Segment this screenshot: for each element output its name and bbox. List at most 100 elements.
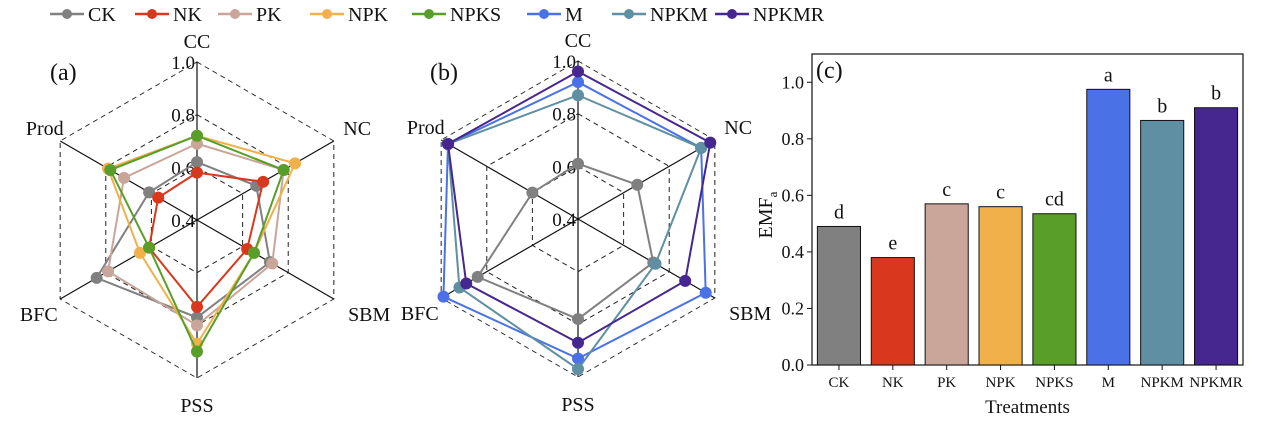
radar-point-NPKMR <box>442 137 455 150</box>
legend-label-PK: PK <box>256 4 282 26</box>
radar-point-CK <box>526 186 539 199</box>
radar-point-NPKM <box>572 89 584 102</box>
legend-label-M: M <box>565 4 583 26</box>
y-tick-label: 0.8 <box>782 129 805 149</box>
bar-NPKMR <box>1194 107 1239 366</box>
radar-point-PK <box>266 257 279 270</box>
radar-tick-label: 0.8 <box>171 106 195 127</box>
radar-point-NPKS <box>191 129 203 142</box>
radar-point-PK <box>102 265 115 278</box>
radar-axis-label-CC: CC <box>184 31 211 53</box>
radar-point-NPKS <box>104 163 117 176</box>
y-axis-label-subscript: a <box>765 191 780 197</box>
radar-point-NPKS <box>191 345 203 358</box>
radar-tick-label: 0.6 <box>552 157 576 178</box>
radar-point-NK <box>152 191 165 204</box>
y-tick-label: 0.0 <box>782 355 805 375</box>
significance-letter: e <box>888 233 897 255</box>
radar-point-CK <box>143 186 156 199</box>
radar-point-CK <box>631 178 644 191</box>
radar-point-NPK <box>289 157 302 170</box>
legend-label-NPKMR: NPKMR <box>753 4 825 26</box>
radar-point-NPKMR <box>572 65 584 78</box>
radar-point-NPKS <box>277 163 290 176</box>
radar-axis-line <box>59 219 198 300</box>
radar-point-NPKMR <box>704 136 717 149</box>
radar-tick-label: 0.4 <box>552 210 576 231</box>
radar-point-NPKM <box>649 257 662 270</box>
radar-point-NPKM <box>572 363 584 376</box>
radar-point-M <box>572 76 584 89</box>
radar-tick-label: 1.0 <box>171 53 195 74</box>
radar-point-M <box>572 352 584 365</box>
bar-CK <box>816 225 861 366</box>
radar-axis-line <box>577 139 716 220</box>
legend-label-NPKS: NPKS <box>450 4 501 26</box>
bar-NPKS <box>1032 213 1077 366</box>
y-tick-label: 1.0 <box>782 72 805 92</box>
y-tick-label: 0.4 <box>782 242 805 262</box>
panel-label: (b) <box>430 60 458 86</box>
bar-chart-c: 0.0 0.2 0.4 0.6 0.8 1.0 d CK e NK c PK c NPK cd NPKS a Mb… <box>755 53 1244 418</box>
radar-point-NK <box>257 175 270 188</box>
radar-point-NPKMR <box>460 277 473 290</box>
bar-NPK <box>978 206 1023 366</box>
radar-axis-label-PSS: PSS <box>561 394 594 416</box>
radar-point-NPKMR <box>572 336 584 349</box>
legend-marker-M <box>539 9 549 19</box>
radar-series-line-NPKMR <box>446 70 712 344</box>
radar-series-line-CK <box>476 162 655 321</box>
x-tick-label: NPKMR <box>1189 375 1242 391</box>
legend-label-NK: NK <box>173 4 202 26</box>
y-tick-label: 0.6 <box>782 185 805 205</box>
radar-axis-line <box>577 218 716 299</box>
x-tick-label: NPKS <box>1035 375 1073 391</box>
legend-marker-NPKS <box>424 9 434 19</box>
radar-axis-label-SBM: SBM <box>729 303 771 325</box>
radar-point-CK <box>90 271 103 284</box>
radar-series-line-NPK <box>106 134 297 346</box>
legend-label-CK: CK <box>88 4 116 26</box>
radar-point-NPKMR <box>679 274 692 287</box>
significance-letter: c <box>942 179 951 201</box>
radar-point-NPKS <box>143 241 156 254</box>
bar-PK <box>924 203 969 366</box>
legend-marker-PK <box>230 9 240 19</box>
legend-marker-CK <box>62 9 72 19</box>
legend: CK NK PK NPK NPKS M NPKM NPKMR <box>50 4 825 26</box>
significance-letter: b <box>1157 95 1167 117</box>
significance-letter: cd <box>1045 189 1064 211</box>
radar-point-NK <box>191 166 203 179</box>
radar-point-PK <box>191 319 203 332</box>
radar-chart-b: 0.4 0.6 0.8 1.0CC NC SBM PSS BFC Prod (b) <box>401 30 772 416</box>
radar-axis-label-Prod: Prod <box>26 118 64 140</box>
radar-axis-label-NC: NC <box>343 118 371 140</box>
x-tick-label: M <box>1102 375 1115 391</box>
legend-marker-NPKMR <box>727 9 737 19</box>
radar-point-CK <box>572 313 584 326</box>
significance-letter: b <box>1211 83 1221 105</box>
radar-point-CK <box>191 156 203 169</box>
radar-axis-label-PSS: PSS <box>180 395 213 417</box>
y-axis-label: EMFa <box>755 191 780 238</box>
x-tick-label: PK <box>937 375 956 391</box>
legend-label-NPK: NPK <box>348 4 389 26</box>
radar-point-NPKM <box>695 141 708 154</box>
legend-label-NPKM: NPKM <box>650 4 708 26</box>
bar-M <box>1086 88 1131 366</box>
radar-tick-label: 1.0 <box>552 52 576 73</box>
x-axis-label: Treatments <box>985 397 1070 418</box>
radar-point-M <box>437 290 450 303</box>
radar-axis-label-CC: CC <box>565 30 592 52</box>
radar-point-M <box>699 286 712 299</box>
radar-point-PK <box>118 171 131 184</box>
radar-point-NPK <box>133 246 146 259</box>
panel-label: (c) <box>816 58 843 84</box>
y-tick-label: 0.2 <box>782 298 805 318</box>
x-tick-label: NK <box>882 375 904 391</box>
radar-series-line-NPKM <box>446 94 703 371</box>
x-tick-label: NPKM <box>1141 375 1184 391</box>
radar-point-NPKS <box>248 246 261 259</box>
